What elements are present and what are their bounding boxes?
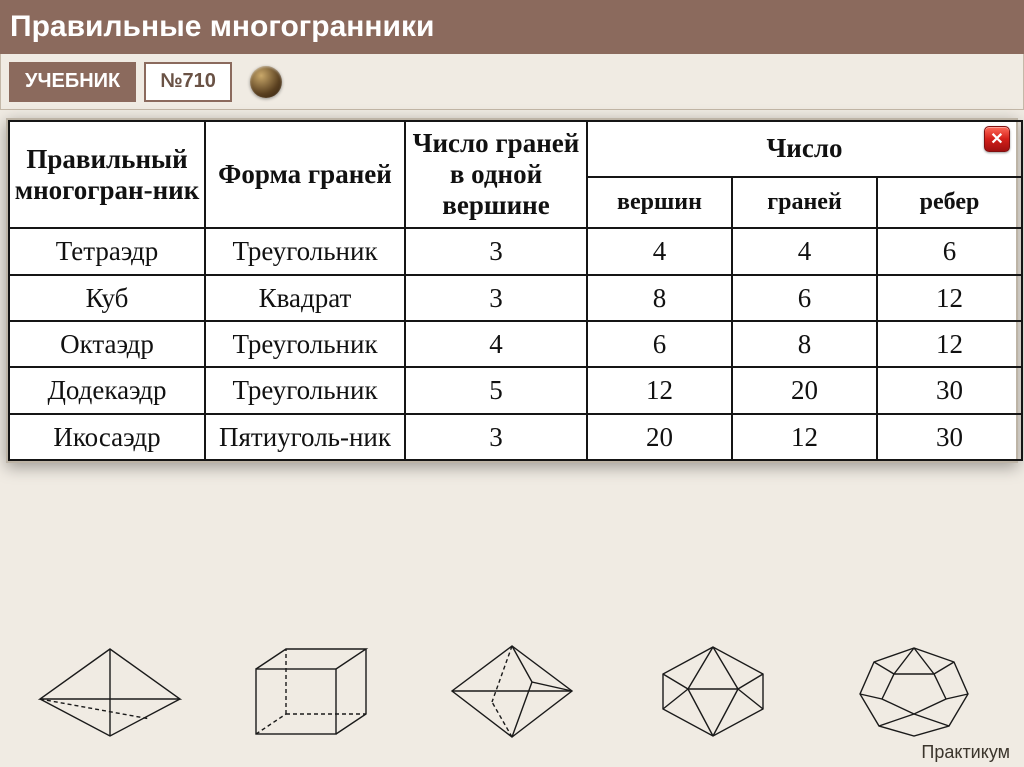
close-button[interactable]: ✕ (984, 126, 1010, 152)
th-name: Правильный многогран-ник (9, 121, 205, 228)
tab-number[interactable]: №710 (144, 62, 232, 102)
cell-v: 20 (587, 414, 732, 460)
cell-e: 12 (877, 321, 1022, 367)
cell-pervtx: 3 (405, 275, 587, 321)
table-body: ТетраэдрТреугольник3446КубКвадрат38612Ок… (9, 228, 1022, 460)
table-popup: ✕ Правильный многогран-ник Форма граней … (6, 118, 1018, 463)
close-icon: ✕ (990, 129, 1003, 149)
tab-textbook[interactable]: УЧЕБНИК (9, 62, 136, 102)
tabs-row: УЧЕБНИК №710 (0, 54, 1024, 110)
cell-name: Икосаэдр (9, 414, 205, 460)
cell-e: 6 (877, 228, 1022, 274)
polyhedra-illustration-row (0, 644, 1024, 739)
cell-e: 30 (877, 414, 1022, 460)
cell-name: Куб (9, 275, 205, 321)
cell-shape: Треугольник (205, 228, 405, 274)
table-row: ОктаэдрТреугольник46812 (9, 321, 1022, 367)
icosahedron-icon (623, 644, 803, 739)
header-bar: Правильные многогранники (0, 0, 1024, 54)
th-faces: граней (732, 177, 877, 228)
th-pervtx: Число граней в одной вершине (405, 121, 587, 228)
dodecahedron-icon (824, 644, 1004, 739)
cell-name: Октаэдр (9, 321, 205, 367)
cell-shape: Треугольник (205, 367, 405, 413)
th-shape: Форма граней (205, 121, 405, 228)
tab-number-label: №710 (160, 70, 216, 93)
round-decorative-button[interactable] (250, 66, 282, 98)
polyhedra-table: Правильный многогран-ник Форма граней Чи… (8, 120, 1023, 461)
cell-pervtx: 4 (405, 321, 587, 367)
cell-name: Тетраэдр (9, 228, 205, 274)
footer-label: Практикум (921, 742, 1010, 763)
cell-name: Додекаэдр (9, 367, 205, 413)
cell-pervtx: 5 (405, 367, 587, 413)
cell-v: 8 (587, 275, 732, 321)
tab-textbook-label: УЧЕБНИК (25, 70, 120, 93)
table-row: ДодекаэдрТреугольник5122030 (9, 367, 1022, 413)
cell-pervtx: 3 (405, 414, 587, 460)
tetrahedron-icon (20, 644, 200, 739)
cell-pervtx: 3 (405, 228, 587, 274)
cell-f: 12 (732, 414, 877, 460)
octahedron-icon (422, 644, 602, 739)
cell-shape: Квадрат (205, 275, 405, 321)
cell-e: 12 (877, 275, 1022, 321)
page-title: Правильные многогранники (10, 10, 434, 44)
cell-e: 30 (877, 367, 1022, 413)
cell-v: 4 (587, 228, 732, 274)
cell-f: 4 (732, 228, 877, 274)
cell-f: 20 (732, 367, 877, 413)
table-row: ИкосаэдрПятиуголь-ник3201230 (9, 414, 1022, 460)
table-row: ТетраэдрТреугольник3446 (9, 228, 1022, 274)
cell-v: 6 (587, 321, 732, 367)
cell-f: 8 (732, 321, 877, 367)
th-edges: ребер (877, 177, 1022, 228)
cell-f: 6 (732, 275, 877, 321)
cell-v: 12 (587, 367, 732, 413)
th-counts: Число (587, 121, 1022, 177)
cell-shape: Треугольник (205, 321, 405, 367)
th-vertices: вершин (587, 177, 732, 228)
cell-shape: Пятиуголь-ник (205, 414, 405, 460)
cube-icon (221, 644, 401, 739)
table-row: КубКвадрат38612 (9, 275, 1022, 321)
